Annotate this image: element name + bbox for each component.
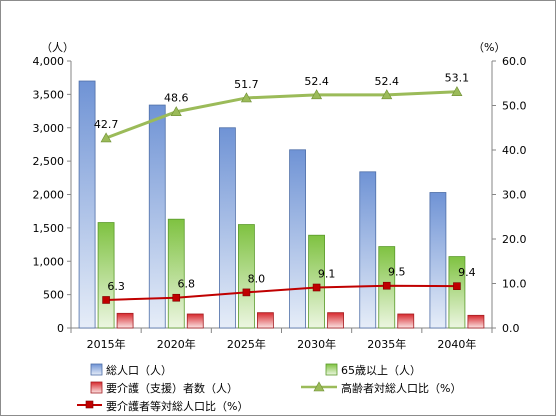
left-axis-ticks: 0 500 1,000 1,500 2,000 2,500 3,000 3,500 4,000	[33, 55, 71, 335]
bar-total-population	[429, 192, 447, 329]
x-axis-ticks: 2015年 2020年 2025年 2030年 2035年 2040年	[70, 328, 493, 351]
line-care-ratio	[106, 284, 457, 301]
bar-65-plus	[97, 222, 115, 329]
bar-total-population	[289, 149, 306, 329]
marker-elderly-ratio	[381, 89, 393, 100]
data-label-care-ratio: 9.5	[388, 266, 406, 279]
legend-swatch-care-recipients	[90, 381, 103, 394]
data-label-care-ratio: 8.0	[248, 272, 266, 285]
bar-care-recipients	[257, 312, 274, 329]
right-tick-label: 20.0	[502, 233, 527, 246]
x-tick-label: 2040年	[437, 337, 476, 351]
legend: 総人口（人） 要介護（支援）者数（人） 要介護者等対総人口比（%） 65歳以上（…	[77, 363, 461, 413]
legend-swatch-total-population	[90, 363, 103, 376]
marker-care-ratio	[312, 283, 321, 292]
x-tick-label: 2015年	[87, 337, 126, 351]
bar-65-plus	[308, 234, 325, 329]
x-tick-label: 2035年	[367, 337, 406, 351]
legend-label-care-recipients: 要介護（支援）者数（人）	[106, 381, 238, 395]
marker-elderly-ratio	[170, 106, 182, 117]
marker-care-ratio	[172, 293, 181, 302]
legend-marker-elderly-ratio	[313, 381, 325, 392]
bar-65-plus	[238, 224, 255, 329]
marker-elderly-ratio	[100, 132, 112, 143]
marker-care-ratio	[382, 281, 391, 290]
left-tick-label: 2,000	[33, 189, 65, 202]
bar-care-recipients	[467, 314, 485, 329]
bar-total-population	[78, 80, 96, 329]
data-label-care-ratio: 9.4	[458, 266, 476, 279]
left-tick-label: 3,500	[33, 88, 65, 101]
legend-swatch-65-plus	[325, 363, 338, 376]
legend-label-65-plus: 65歳以上（人）	[341, 364, 421, 377]
left-tick-label: 2,500	[33, 155, 65, 168]
right-tick-label: 10.0	[502, 278, 527, 291]
data-label-elderly-ratio: 48.6	[164, 92, 189, 105]
bar-65-plus	[167, 218, 185, 329]
left-tick-label: 1,500	[33, 222, 65, 235]
left-tick-label: 4,000	[33, 55, 65, 68]
bar-total-population	[359, 171, 377, 329]
marker-care-ratio	[242, 288, 251, 297]
left-tick-label: 0	[57, 322, 64, 335]
x-tick-label: 2020年	[157, 337, 196, 351]
right-axis-unit: （%）	[473, 41, 505, 54]
bar-care-recipients	[116, 312, 134, 329]
bar-total-population	[219, 127, 236, 329]
marker-care-ratio	[453, 282, 461, 290]
data-label-elderly-ratio: 51.7	[234, 78, 259, 91]
right-axis-ticks: 0.0 10.0 20.0 30.0 40.0 50.0 60.0	[492, 55, 527, 335]
right-tick-label: 50.0	[502, 100, 527, 113]
data-label-elderly-ratio: 42.7	[94, 118, 119, 131]
legend-marker-care-ratio	[85, 400, 94, 409]
left-tick-label: 500	[43, 289, 64, 302]
legend-label-total-population: 総人口（人）	[106, 363, 172, 377]
right-tick-label: 30.0	[502, 189, 527, 202]
left-axis-unit: （人）	[41, 41, 74, 54]
line-series: 42.7 48.6 51.7 52.4 52.4 53.1 6.3 6.8 8.0 9.1 9.5 9…	[94, 72, 476, 304]
data-label-care-ratio: 6.3	[107, 280, 125, 293]
right-tick-label: 40.0	[502, 144, 527, 157]
data-label-elderly-ratio: 52.4	[375, 75, 400, 88]
marker-elderly-ratio	[451, 86, 463, 97]
x-tick-label: 2030年	[297, 337, 336, 351]
data-label-care-ratio: 6.8	[178, 278, 196, 291]
right-tick-label: 0.0	[502, 322, 520, 335]
left-tick-label: 1,000	[33, 255, 65, 268]
x-tick-label: 2025年	[227, 337, 266, 351]
data-label-care-ratio: 9.1	[318, 268, 336, 281]
data-label-elderly-ratio: 52.4	[304, 75, 329, 88]
line-elderly-ratio	[105, 90, 457, 140]
bar-total-population	[148, 104, 166, 329]
bar-care-recipients	[397, 313, 415, 329]
legend-label-care-ratio: 要介護者等対総人口比（%）	[106, 399, 248, 413]
marker-elderly-ratio	[240, 92, 252, 103]
legend-label-elderly-ratio: 高齢者対総人口比（%）	[341, 381, 461, 395]
marker-elderly-ratio	[311, 89, 323, 100]
bar-series	[78, 80, 485, 329]
bar-care-recipients	[186, 313, 204, 329]
marker-care-ratio	[102, 296, 110, 304]
bar-care-recipients	[327, 312, 344, 329]
left-tick-label: 3,000	[33, 122, 65, 135]
data-label-elderly-ratio: 53.1	[445, 72, 470, 85]
right-tick-label: 60.0	[502, 55, 527, 68]
bar-65-plus	[448, 256, 466, 329]
